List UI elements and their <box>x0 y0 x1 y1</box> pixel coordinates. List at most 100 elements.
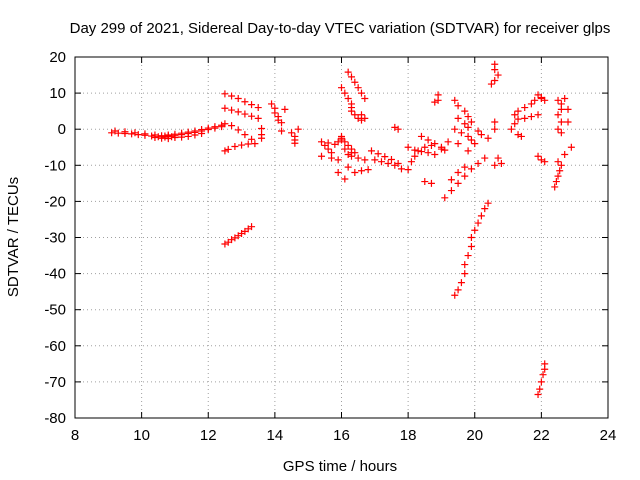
data-point <box>278 119 286 127</box>
data-point <box>454 286 462 294</box>
data-point <box>517 132 525 140</box>
data-point <box>381 153 389 161</box>
data-point <box>294 125 302 133</box>
data-point <box>417 132 425 140</box>
data-point <box>397 165 405 173</box>
data-point <box>128 130 136 138</box>
data-point <box>248 135 256 143</box>
data-point <box>244 140 252 148</box>
data-point <box>491 125 499 133</box>
data-point <box>454 114 462 122</box>
data-point <box>511 120 519 128</box>
data-point <box>561 95 569 103</box>
data-point <box>417 148 425 156</box>
data-point <box>234 108 242 116</box>
data-point <box>457 129 465 137</box>
y-tick-label: -20 <box>44 193 66 210</box>
data-point <box>241 131 249 139</box>
data-point <box>318 152 326 160</box>
data-point <box>464 252 472 260</box>
data-point <box>552 178 560 186</box>
data-point <box>514 115 522 123</box>
data-point <box>471 140 479 148</box>
data-point <box>521 104 529 112</box>
data-point <box>494 154 502 162</box>
data-series <box>108 60 575 399</box>
data-point <box>567 143 575 151</box>
data-point <box>424 136 432 144</box>
data-point <box>471 226 479 234</box>
data-point <box>221 147 229 155</box>
data-point <box>344 68 352 76</box>
data-point <box>291 139 299 147</box>
x-tick-label: 22 <box>533 427 550 444</box>
data-point <box>414 147 422 155</box>
data-point <box>364 166 372 174</box>
data-point <box>474 219 482 227</box>
data-point <box>467 136 475 144</box>
data-point <box>537 378 545 386</box>
data-point <box>254 104 262 112</box>
data-point <box>554 172 562 180</box>
data-point <box>467 234 475 241</box>
data-point <box>557 105 565 113</box>
y-tick-label: 10 <box>49 85 66 102</box>
data-point <box>454 102 462 110</box>
data-point <box>241 98 249 106</box>
data-point <box>444 138 452 146</box>
data-point <box>281 105 289 113</box>
data-point <box>234 126 242 134</box>
data-point <box>441 194 449 202</box>
data-point <box>351 111 359 119</box>
data-point <box>248 223 256 231</box>
data-point <box>111 127 119 135</box>
y-tick-label: -70 <box>44 374 66 391</box>
data-point <box>421 178 429 186</box>
data-point <box>541 360 549 368</box>
data-point <box>427 179 435 187</box>
data-point <box>404 143 412 151</box>
data-point <box>536 385 544 393</box>
data-point <box>151 134 159 142</box>
data-point <box>357 89 365 97</box>
y-axis-label: SDTVAR / TECUs <box>5 177 22 297</box>
y-tick-label: -40 <box>44 266 66 283</box>
y-tick-label: -10 <box>44 157 66 174</box>
x-tick-label: 16 <box>333 427 350 444</box>
axis-ticks <box>74 56 609 419</box>
data-point <box>271 109 279 117</box>
data-point <box>454 179 462 187</box>
data-point <box>224 145 232 153</box>
data-point <box>557 161 565 169</box>
data-point <box>447 176 455 184</box>
data-point <box>228 122 236 130</box>
data-point <box>464 147 472 155</box>
data-point <box>268 100 276 108</box>
data-point <box>344 163 352 171</box>
y-tick-labels: 20 10 0 -10 -20 -30 -40 -50 -60 -70 -80 <box>44 49 66 427</box>
data-point <box>447 187 455 195</box>
data-point <box>511 111 519 119</box>
data-point <box>441 146 449 154</box>
data-point <box>551 183 559 191</box>
data-point <box>564 105 572 113</box>
data-point <box>421 143 429 151</box>
data-point <box>461 163 469 171</box>
data-point <box>328 154 336 162</box>
data-point <box>347 73 355 81</box>
x-tick-label: 18 <box>400 427 417 444</box>
data-point <box>491 66 499 74</box>
data-point <box>451 291 459 299</box>
data-point <box>507 125 515 133</box>
data-point <box>361 95 369 103</box>
data-point <box>554 158 562 166</box>
data-point <box>464 123 472 131</box>
data-point <box>477 131 485 139</box>
data-point <box>338 84 345 92</box>
data-point <box>334 169 342 177</box>
data-point <box>431 140 439 148</box>
data-point <box>541 158 549 166</box>
data-point <box>334 156 342 164</box>
data-point <box>178 133 186 141</box>
chart-title: Day 299 of 2021, Sidereal Day-to-day VTE… <box>70 20 611 37</box>
